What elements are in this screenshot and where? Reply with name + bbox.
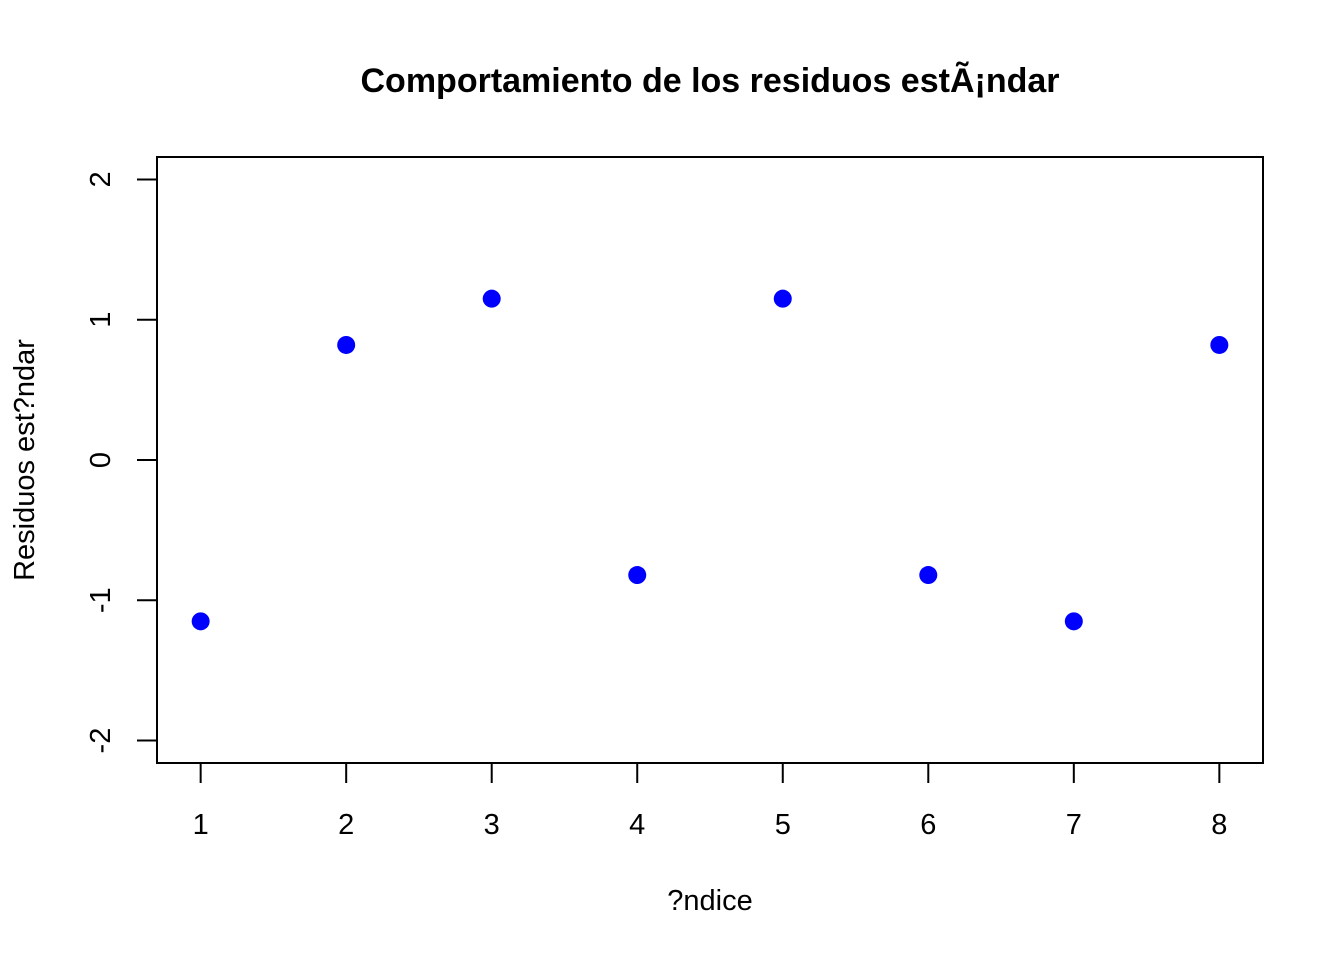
data-points [191, 289, 1229, 631]
y-tick-label: -2 [85, 728, 117, 754]
data-point [773, 289, 792, 308]
y-tick-label: 2 [85, 171, 117, 187]
x-tick-label: 6 [920, 809, 936, 841]
data-point [482, 289, 501, 308]
y-axis-label: Residuos est?ndar [9, 339, 41, 581]
data-point [1064, 612, 1083, 631]
x-tick-label: 3 [484, 809, 500, 841]
x-tick-label: 7 [1066, 809, 1082, 841]
data-point [337, 335, 356, 354]
x-tick-label: 8 [1211, 809, 1227, 841]
chart-title: Comportamiento de los residuos estÃ¡ndar [361, 62, 1060, 100]
x-tick-label: 1 [193, 809, 209, 841]
x-axis: 1 2 3 4 5 6 7 8 [193, 762, 1227, 841]
x-tick-label: 4 [629, 809, 645, 841]
plot-frame [156, 156, 1264, 764]
y-axis: -2 -1 0 1 2 [85, 171, 158, 754]
y-tick-label: 0 [85, 452, 117, 468]
y-tick-label: 1 [85, 312, 117, 328]
data-point [191, 612, 210, 631]
data-point [628, 566, 647, 585]
x-tick-label: 2 [338, 809, 354, 841]
data-point [919, 566, 938, 585]
x-tick-label: 5 [775, 809, 791, 841]
y-tick-label: -1 [85, 587, 117, 613]
x-axis-label: ?ndice [667, 885, 752, 917]
data-point [1210, 335, 1229, 354]
